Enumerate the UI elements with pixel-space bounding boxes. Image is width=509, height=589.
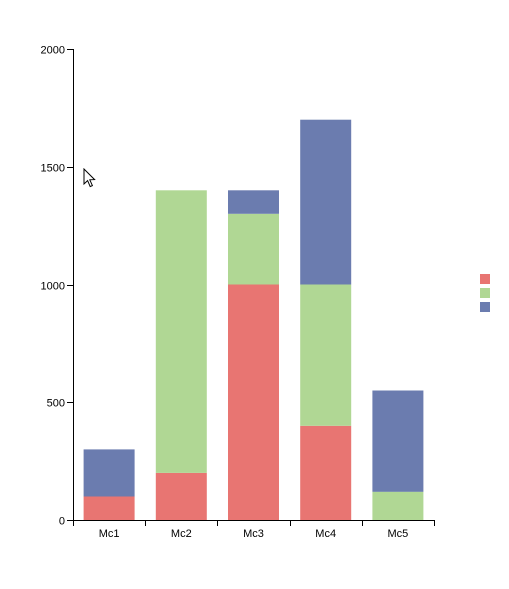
legend-swatch-series-3 (480, 302, 490, 312)
bar-mc1-series-3 (83, 449, 135, 497)
x-tick-label-mc1: Mc1 (99, 528, 120, 540)
bar-mc3-series-1 (228, 284, 279, 520)
axes-layer: 0 500 1000 1500 2000 Mc1 Mc2 Mc3 Mc4 Mc5 (41, 45, 435, 540)
x-tick-label-mc5: Mc5 (388, 528, 409, 540)
y-tick-label: 0 (59, 516, 65, 528)
y-tick-label: 1000 (41, 281, 65, 293)
legend (480, 274, 490, 312)
bar-mc4-series-1 (300, 425, 352, 520)
bar-mc4-series-3 (300, 119, 352, 285)
legend-swatch-series-1 (480, 274, 490, 284)
bar-mc2-series-2 (155, 190, 207, 473)
x-tick-label-mc4: Mc4 (315, 528, 336, 540)
bar-mc5-series-2 (372, 491, 424, 520)
bar-mc5-series-3 (372, 390, 424, 492)
y-tick-label: 1500 (41, 163, 65, 175)
bar-mc3-series-3 (228, 190, 279, 214)
bars-layer (83, 119, 424, 520)
bar-mc2-series-1 (155, 472, 207, 520)
y-tick-label: 500 (47, 398, 65, 410)
x-tick-label-mc2: Mc2 (171, 528, 192, 540)
y-tick-label: 2000 (41, 45, 65, 57)
legend-swatch-series-2 (480, 288, 490, 298)
bar-mc3-series-2 (228, 213, 279, 285)
bar-mc4-series-2 (300, 284, 352, 426)
x-tick-label-mc3: Mc3 (243, 528, 264, 540)
mouse-pointer-icon (83, 168, 96, 188)
bar-mc1-series-1 (83, 496, 135, 520)
